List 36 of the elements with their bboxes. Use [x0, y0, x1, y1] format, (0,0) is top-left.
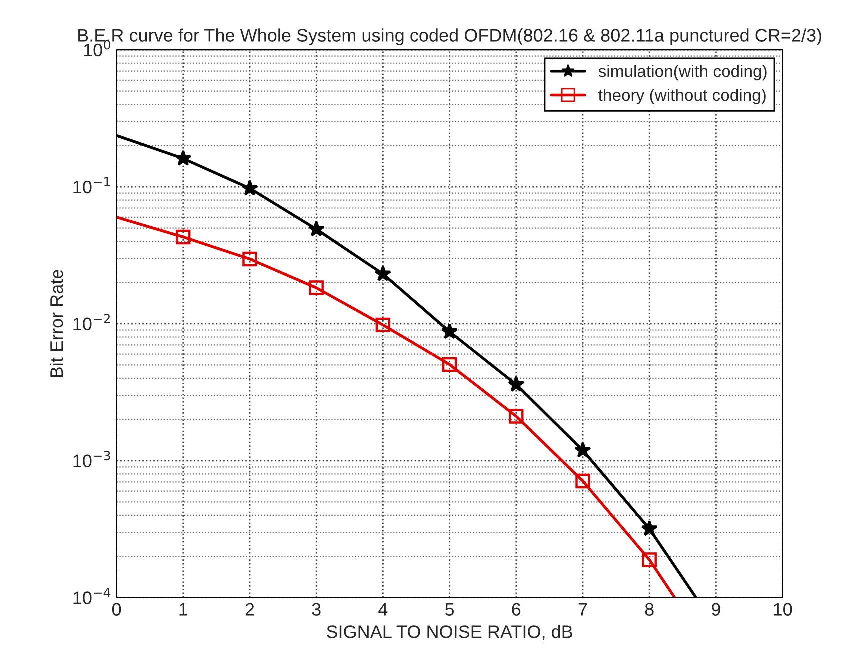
point [175, 150, 192, 166]
line-series [116, 216, 676, 598]
y-axis-title: Bit Error Rate [50, 270, 64, 378]
y-tick-label: 10$^{−1}$ [74, 177, 110, 194]
point [242, 180, 258, 196]
point [374, 265, 392, 282]
y-tick-label: 10$^{−3}$ [74, 451, 110, 468]
point [242, 252, 258, 267]
point [309, 280, 324, 296]
legend-label: theory (without coding) [598, 88, 766, 105]
x-tick-label: 3 [312, 603, 321, 616]
x-tick-label: 10 [774, 603, 792, 616]
point [576, 474, 590, 489]
x-tick-label: 4 [378, 603, 388, 616]
y-tick-label: 10$^{−2}$ [74, 314, 110, 331]
point [308, 220, 325, 237]
x-tick-label: 7 [578, 603, 588, 616]
x-tick-label: 2 [246, 603, 254, 616]
legend-label: simulation(with coding) [598, 65, 767, 81]
point [508, 376, 525, 392]
x-tick-label: 1 [180, 603, 188, 616]
point [376, 318, 391, 333]
x-tick-label: 9 [712, 603, 720, 616]
x-tick-label: 0 [112, 603, 122, 616]
x-axis-title: SIGNAL TO NOISE RATIO, dB [327, 625, 572, 641]
point [641, 520, 658, 536]
point [574, 442, 592, 458]
x-tick-label: 5 [446, 603, 454, 616]
x-tick-label: 8 [645, 603, 654, 616]
point [442, 357, 458, 372]
y-tick-label: 10$^{−4}$ [74, 588, 111, 604]
point [642, 552, 657, 568]
point [509, 409, 524, 424]
point [441, 323, 458, 340]
x-tick-label: 6 [512, 603, 521, 616]
point [176, 230, 191, 245]
